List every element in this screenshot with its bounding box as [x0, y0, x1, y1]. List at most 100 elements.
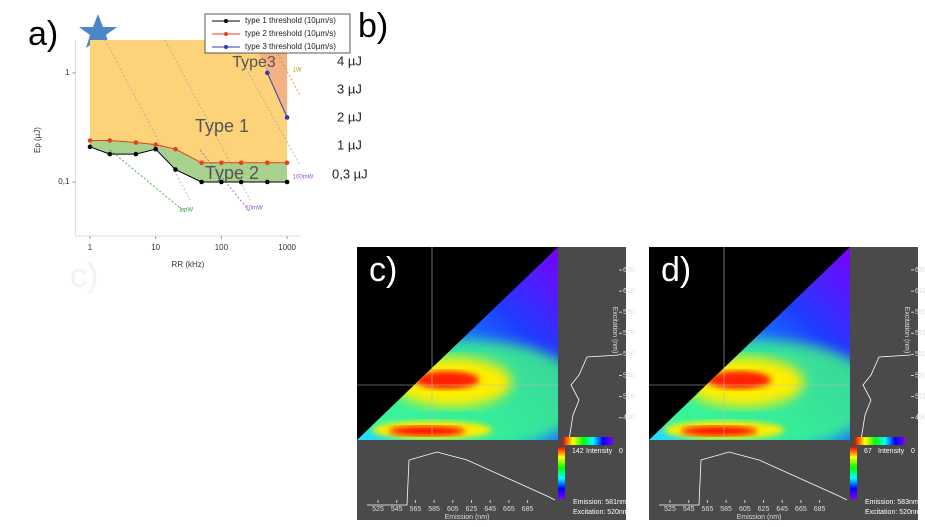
data-point [284, 179, 290, 185]
panel-label: a) [28, 15, 58, 53]
emission-profile [659, 451, 848, 506]
colorbar [850, 447, 857, 499]
x-axis-label: Emission (nm) [737, 514, 782, 521]
x-tick-label: 625 [758, 506, 770, 513]
y-tick-label: 590 [915, 309, 925, 316]
chart-a: 1 10 100 1000 0,1 1 RR (kHz) Ep (µJ) Type 1 Type … [33, 13, 368, 269]
data-point [238, 160, 244, 166]
energy-label: 1 µJ [337, 137, 362, 152]
x-axis-label: RR (kHz) [172, 260, 205, 269]
power-label: 1mW [179, 208, 193, 214]
x-tick-label: 645 [484, 506, 496, 513]
region-label: Type 2 [205, 163, 259, 183]
intensity-label: Intensity [878, 448, 905, 455]
x-tick-label: 585 [428, 506, 440, 513]
data-point [87, 144, 93, 150]
y-tick-label: 550 [623, 351, 635, 358]
map-band [681, 426, 757, 436]
emission-readout: Emission: 583nm [865, 499, 919, 506]
legend-marker [224, 45, 228, 49]
profile-panel [558, 247, 626, 440]
y-tick-label: 510 [915, 393, 925, 400]
y-tick-label: 590 [623, 309, 635, 316]
legend-label: type 3 threshold (10µm/s) [245, 42, 336, 51]
excitation-profile [568, 354, 620, 441]
x-tick-label: 605 [447, 506, 459, 513]
x-tick-label: 100 [215, 243, 229, 252]
excitation-readout: Excitation: 520nm [573, 509, 629, 516]
panel-label: c) [369, 251, 397, 289]
data-point [265, 160, 270, 166]
power-line [269, 39, 301, 96]
y-axis-label: Excitation (nm) [611, 307, 618, 354]
data-point [107, 151, 113, 157]
profile-panel [649, 440, 918, 520]
x-tick-label: 645 [776, 506, 788, 513]
emission-profile [367, 451, 556, 506]
data-point [107, 138, 113, 143]
data-point [173, 167, 178, 172]
y-axis-label: Excitation (nm) [903, 307, 910, 354]
data-point [133, 140, 139, 145]
x-tick-label: 685 [522, 506, 534, 513]
x-tick-label: 1000 [278, 243, 296, 252]
data-point [219, 179, 224, 185]
intensity-max: 67 [864, 448, 872, 455]
intensity-min: 0 [619, 448, 623, 455]
panel-label: d) [661, 251, 691, 289]
y-tick-label: 630 [915, 267, 925, 274]
profile-panel [850, 247, 918, 440]
y-tick-label: 530 [623, 372, 635, 379]
data-point [284, 160, 290, 166]
x-axis-label: Emission (nm) [445, 514, 490, 521]
y-tick-label: 570 [915, 330, 925, 337]
x-tick-label: 565 [410, 506, 422, 513]
profile-panel [357, 440, 626, 520]
data-point [284, 115, 290, 120]
y-tick-label: 530 [915, 372, 925, 379]
map-band [389, 426, 465, 436]
colorbar [855, 437, 905, 445]
x-tick-label: 10 [151, 243, 160, 252]
region-type2 [89, 40, 288, 163]
data-point [173, 146, 178, 152]
data-point [133, 151, 139, 157]
region-label: Type 1 [195, 116, 249, 136]
series-line [89, 139, 288, 164]
x-tick-label: 565 [702, 506, 714, 513]
legend-label: type 2 threshold (10µm/s) [245, 29, 336, 38]
excitation-profile [860, 354, 912, 441]
data-point [87, 138, 93, 143]
intensity-min: 0 [911, 448, 915, 455]
y-axis-label: Ep (µJ) [33, 127, 42, 153]
legend-label: type 1 threshold (10µm/s) [245, 16, 336, 25]
data-point [153, 142, 158, 147]
region-type1 [89, 140, 288, 182]
x-tick-label: 525 [664, 506, 676, 513]
x-tick-label: 545 [391, 506, 403, 513]
spectra: c) 525 545 565 585 605 625 645 665 685 630 610 590 57… [357, 247, 925, 521]
panel-label: b) [358, 7, 388, 45]
x-tick-label: 665 [503, 506, 515, 513]
data-point [219, 160, 224, 166]
x-tick-label: 585 [720, 506, 732, 513]
data-point [153, 146, 158, 152]
power-label: 100mW [293, 175, 314, 181]
y-tick-label: 550 [915, 351, 925, 358]
intensity-max: 142 [572, 448, 584, 455]
y-tick-label: 510 [623, 393, 635, 400]
y-tick-label: 570 [623, 330, 635, 337]
legend-marker [224, 19, 228, 23]
map-band [707, 371, 771, 389]
y-tick-label: 1 [65, 68, 70, 77]
y-tick-label: 610 [623, 288, 635, 295]
series-line [89, 146, 288, 183]
series-line [266, 72, 288, 118]
energy-label: 3 µJ [337, 81, 362, 96]
excitation-readout: Excitation: 520nm [865, 509, 921, 516]
data-point [199, 179, 204, 185]
x-tick-label: 625 [466, 506, 478, 513]
x-tick-label: 545 [683, 506, 695, 513]
